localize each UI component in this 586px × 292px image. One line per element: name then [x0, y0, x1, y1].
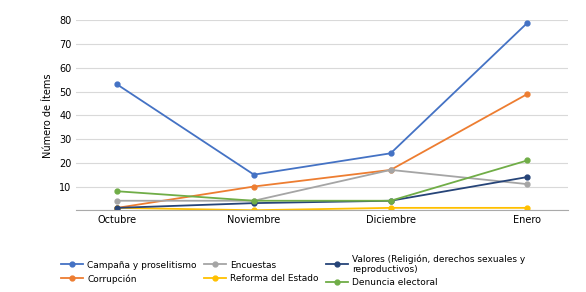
- Denuncia electoral: [387, 199, 394, 203]
- Denuncia electoral: [250, 199, 257, 203]
- Valores (Religión, derechos sexuales y
reproductivos): [114, 206, 121, 210]
- Campaña y proselitismo: [524, 21, 531, 25]
- Campaña y proselitismo: [114, 83, 121, 86]
- Encuestas: [524, 182, 531, 186]
- Encuestas: [387, 168, 394, 172]
- Reforma del Estado: [114, 206, 121, 210]
- Line: Campaña y proselitismo: Campaña y proselitismo: [115, 20, 530, 177]
- Corrupción: [114, 206, 121, 210]
- Corrupción: [387, 168, 394, 172]
- Campaña y proselitismo: [387, 152, 394, 155]
- Reforma del Estado: [524, 206, 531, 210]
- Corrupción: [250, 185, 257, 188]
- Valores (Religión, derechos sexuales y
reproductivos): [387, 199, 394, 203]
- Line: Valores (Religión, derechos sexuales y
reproductivos): Valores (Religión, derechos sexuales y r…: [115, 175, 530, 210]
- Denuncia electoral: [524, 159, 531, 162]
- Line: Reforma del Estado: Reforma del Estado: [115, 206, 530, 213]
- Reforma del Estado: [387, 206, 394, 210]
- Reforma del Estado: [250, 208, 257, 212]
- Valores (Religión, derechos sexuales y
reproductivos): [250, 201, 257, 205]
- Campaña y proselitismo: [250, 173, 257, 176]
- Y-axis label: Número de Ítems: Número de Ítems: [43, 73, 53, 158]
- Valores (Religión, derechos sexuales y
reproductivos): [524, 175, 531, 179]
- Line: Corrupción: Corrupción: [115, 92, 530, 210]
- Denuncia electoral: [114, 190, 121, 193]
- Line: Encuestas: Encuestas: [115, 168, 530, 203]
- Encuestas: [250, 199, 257, 203]
- Encuestas: [114, 199, 121, 203]
- Legend: Campaña y proselitismo, Corrupción, Encuestas, Reforma del Estado, Valores (Reli: Campaña y proselitismo, Corrupción, Encu…: [61, 254, 525, 288]
- Corrupción: [524, 92, 531, 96]
- Line: Denuncia electoral: Denuncia electoral: [115, 158, 530, 203]
